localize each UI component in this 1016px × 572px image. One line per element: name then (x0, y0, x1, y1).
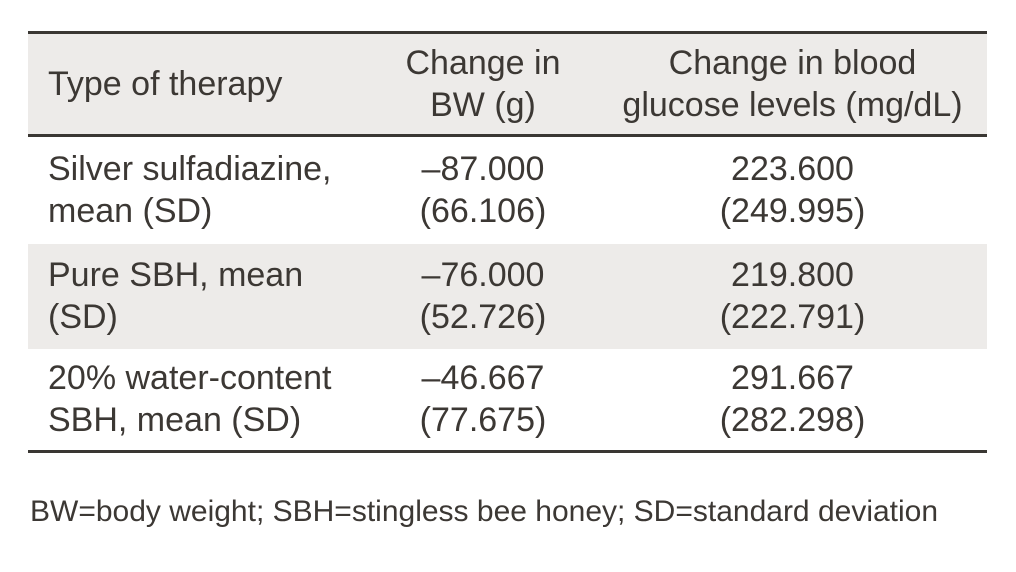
glucose-sd-value: (222.791) (719, 298, 866, 336)
bw-sd-value: (52.726) (419, 298, 547, 336)
header-row: Type of therapy Change in BW (g) Change … (28, 32, 987, 137)
column-header-type-of-therapy: Type of therapy (28, 32, 368, 137)
bw-change-cell: –46.667 (77.675) (368, 349, 598, 452)
column-header-change-in-bw: Change in BW (g) (368, 32, 598, 137)
glucose-mean-value: 291.667 (731, 359, 854, 398)
column-header-change-in-blood-glucose: Change in blood glucose levels (mg/dL) (598, 32, 987, 137)
therapy-label: Silver sulfadiazine, mean (SD) (48, 150, 332, 231)
glucose-sd-value: (282.298) (719, 401, 866, 440)
bw-mean-value: –76.000 (421, 256, 545, 294)
bw-sd-value: (77.675) (419, 401, 547, 440)
glucose-change-cell: 223.600 (249.995) (598, 136, 987, 244)
glucose-sd-value: (249.995) (719, 192, 866, 231)
therapy-outcomes-table: Type of therapy Change in BW (g) Change … (28, 31, 987, 453)
glucose-mean-value: 223.600 (731, 150, 854, 189)
table-footnote: BW=body weight; SBH=stingless bee honey;… (30, 495, 939, 528)
table-row-pure-sbh: Pure SBH, mean (SD) –76.000 (52.726) 219… (28, 243, 987, 349)
bw-change-cell: –76.000 (52.726) (368, 243, 598, 349)
therapy-label: 20% water-content SBH, mean (SD) (48, 359, 332, 440)
table-row-silver-sulfadiazine: Silver sulfadiazine, mean (SD) –87.000 (… (28, 136, 987, 244)
bw-mean-value: –87.000 (421, 150, 545, 189)
glucose-mean-value: 219.800 (731, 256, 854, 294)
bw-sd-value: (66.106) (419, 192, 547, 231)
bw-mean-value: –46.667 (421, 359, 545, 398)
table-row-20pct-water-content-sbh: 20% water-content SBH, mean (SD) –46.667… (28, 349, 987, 452)
glucose-change-cell: 219.800 (222.791) (598, 243, 987, 349)
bw-change-cell: –87.000 (66.106) (368, 136, 598, 244)
glucose-change-cell: 291.667 (282.298) (598, 349, 987, 452)
therapy-label: Pure SBH, mean (SD) (28, 243, 368, 349)
